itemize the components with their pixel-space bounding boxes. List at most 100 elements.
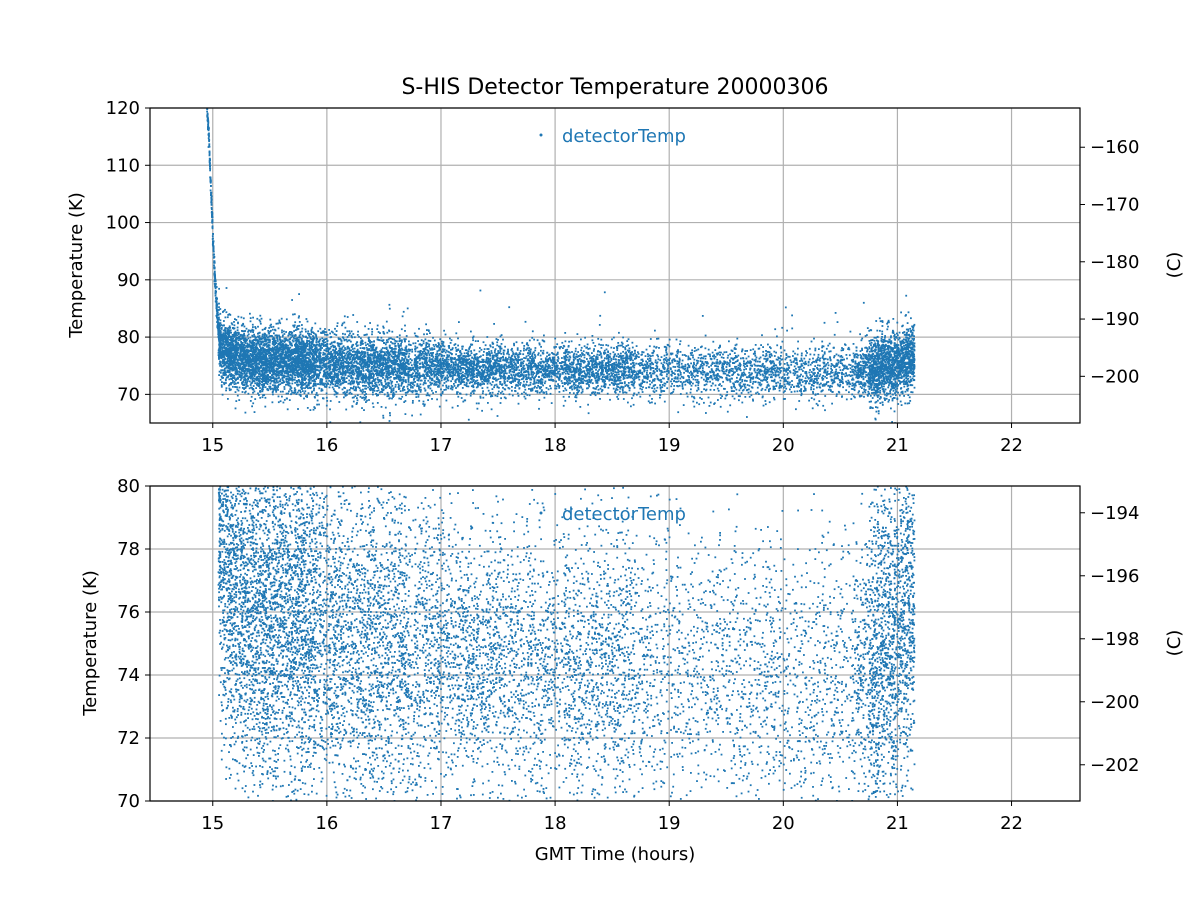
data-point xyxy=(881,381,884,384)
data-point xyxy=(377,336,379,339)
data-point xyxy=(609,369,611,372)
data-point xyxy=(900,340,903,343)
data-point xyxy=(566,370,569,373)
data-point xyxy=(350,374,352,377)
data-point xyxy=(313,384,316,387)
data-point xyxy=(213,272,216,275)
data-point xyxy=(336,325,339,327)
data-point xyxy=(208,145,211,148)
data-point xyxy=(527,372,530,375)
data-point xyxy=(637,352,640,355)
data-point xyxy=(877,348,880,351)
data-point xyxy=(301,343,304,345)
data-point xyxy=(907,338,910,340)
data-point xyxy=(471,381,474,384)
data-point xyxy=(576,380,579,383)
data-point xyxy=(485,393,487,396)
data-point xyxy=(911,352,913,355)
data-point xyxy=(388,307,391,310)
data-point xyxy=(655,362,658,365)
data-point xyxy=(310,331,313,333)
data-point xyxy=(361,343,363,345)
data-point xyxy=(691,376,693,379)
data-point xyxy=(212,244,214,247)
data-point xyxy=(657,377,659,380)
data-point xyxy=(359,374,362,376)
data-point xyxy=(235,351,237,354)
data-point xyxy=(910,340,913,342)
data-point xyxy=(543,396,546,399)
data-point xyxy=(314,384,317,387)
data-point xyxy=(596,379,599,382)
data-point xyxy=(450,363,453,366)
data-point xyxy=(869,394,872,397)
data-point xyxy=(853,373,856,376)
data-point xyxy=(534,349,537,352)
data-point xyxy=(454,363,457,366)
data-point xyxy=(896,334,899,337)
data-point xyxy=(438,382,441,385)
data-point xyxy=(488,350,490,353)
data-point xyxy=(653,391,656,394)
data-point xyxy=(651,387,653,389)
data-point xyxy=(619,366,621,369)
data-point xyxy=(209,179,212,182)
data-point xyxy=(830,371,832,374)
data-point xyxy=(278,376,280,379)
data-point xyxy=(726,391,729,393)
data-point xyxy=(369,353,372,356)
data-point xyxy=(853,356,856,359)
data-point xyxy=(658,347,660,349)
data-point xyxy=(447,376,449,379)
data-point xyxy=(828,350,831,353)
data-point xyxy=(400,341,403,343)
data-point xyxy=(727,374,729,377)
data-point xyxy=(562,390,565,392)
data-point xyxy=(881,320,884,322)
data-point xyxy=(234,368,236,371)
data-point xyxy=(435,391,437,393)
data-point xyxy=(225,349,228,351)
data-point xyxy=(438,346,441,349)
data-point xyxy=(473,382,476,385)
data-point xyxy=(614,391,617,394)
data-point xyxy=(706,372,708,375)
data-point xyxy=(296,325,299,327)
data-point xyxy=(600,361,602,364)
data-point xyxy=(269,324,272,327)
data-point xyxy=(461,387,464,389)
data-point xyxy=(781,385,784,387)
data-point xyxy=(565,382,568,385)
data-point xyxy=(632,363,635,365)
data-point xyxy=(529,350,532,353)
data-point xyxy=(641,351,644,353)
data-point xyxy=(911,391,914,394)
data-point xyxy=(529,381,532,384)
data-point xyxy=(263,334,266,337)
data-point xyxy=(533,386,536,389)
data-point xyxy=(882,338,884,341)
data-point xyxy=(477,356,480,359)
data-point xyxy=(304,369,306,372)
data-point xyxy=(252,391,254,394)
data-point xyxy=(495,365,498,368)
data-point xyxy=(214,300,217,303)
data-point xyxy=(835,372,838,375)
data-point xyxy=(528,388,530,390)
data-point xyxy=(294,371,297,374)
data-point xyxy=(722,380,724,383)
data-point xyxy=(726,374,728,377)
data-point xyxy=(531,358,533,360)
data-point xyxy=(870,347,873,350)
data-point xyxy=(758,372,761,375)
data-point xyxy=(695,369,698,371)
data-point xyxy=(771,380,774,382)
data-point xyxy=(465,360,468,363)
data-point xyxy=(206,108,209,110)
data-point xyxy=(568,377,571,380)
data-point xyxy=(459,392,461,395)
data-point xyxy=(295,393,298,395)
data-point xyxy=(531,361,534,364)
data-point xyxy=(740,357,742,360)
data-point xyxy=(760,365,763,368)
